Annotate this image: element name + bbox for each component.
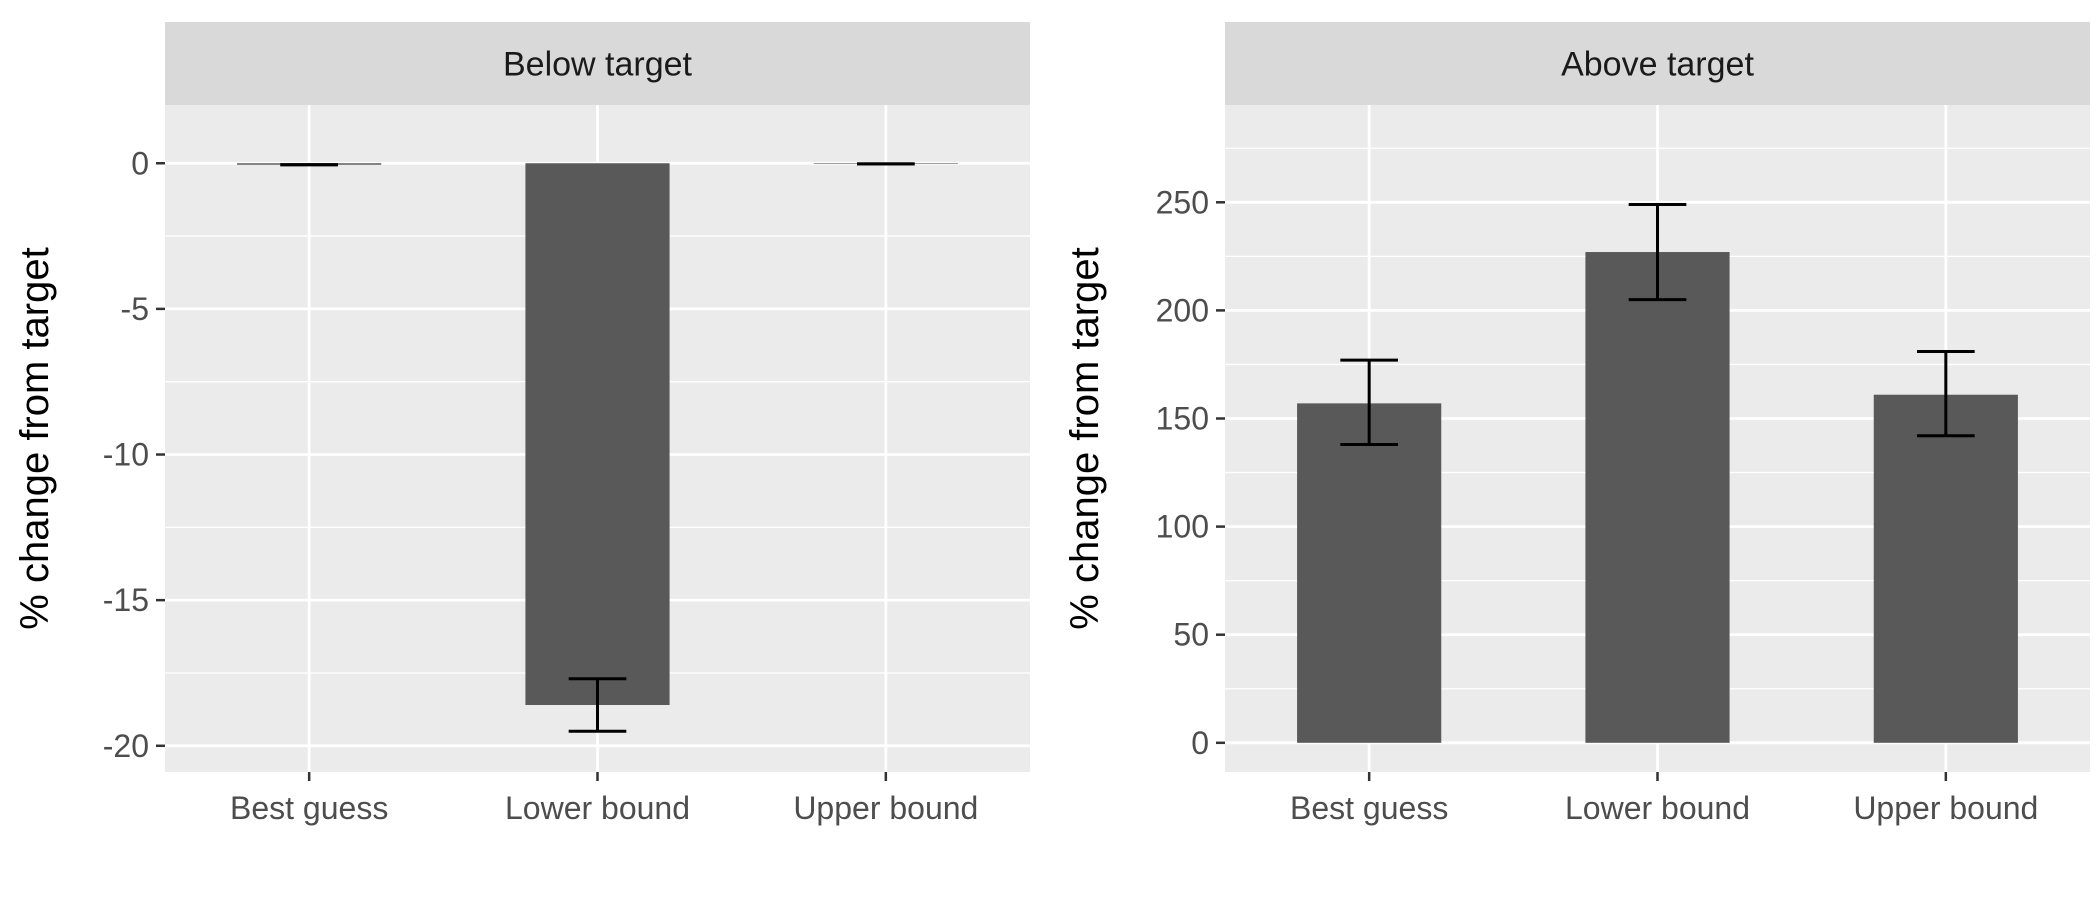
error-bar xyxy=(568,677,627,733)
x-tick-label: Upper bound xyxy=(1853,790,2038,826)
bar xyxy=(1585,252,1730,743)
x-tick-label: Lower bound xyxy=(1565,790,1750,826)
facet-panel-2: Above target 0 50 100 150 200 250 Best guess Low… xyxy=(1063,22,2090,826)
x-tick-label: Upper bound xyxy=(793,790,978,826)
facet-panel-1: Below target 0 -5 -10 -15 -20 Best guess Lower … xyxy=(13,22,1030,826)
bar xyxy=(525,163,670,706)
y-tick-label: 150 xyxy=(1156,401,1209,437)
error-bar xyxy=(1628,202,1687,302)
y-tick-label: -20 xyxy=(103,728,149,764)
y-tick-label: -15 xyxy=(103,582,149,618)
y-tick-label: 50 xyxy=(1173,617,1209,653)
bar xyxy=(1873,394,2018,743)
y-tick-label: 100 xyxy=(1156,509,1209,545)
facet-strip-title: Below target xyxy=(503,46,693,84)
error-bar xyxy=(1917,349,1975,438)
facet-strip xyxy=(165,22,1030,105)
y-tick-label: 250 xyxy=(1156,184,1209,220)
x-tick-label: Lower bound xyxy=(505,790,690,826)
y-tick-label: 0 xyxy=(131,145,149,181)
y-tick-label: -10 xyxy=(103,437,149,473)
facet-strip xyxy=(1225,22,2090,105)
y-tick-label: 200 xyxy=(1156,292,1209,328)
y-tick-label: -5 xyxy=(121,291,149,327)
x-tick-label: Best guess xyxy=(1290,790,1448,826)
error-bar xyxy=(1340,358,1398,446)
bar xyxy=(1297,403,1442,743)
y-axis-title: % change from target xyxy=(13,247,57,629)
y-tick-label: 0 xyxy=(1191,725,1209,761)
y-axis-title: % change from target xyxy=(1063,247,1107,629)
facet-strip-title: Above target xyxy=(1561,46,1754,84)
x-tick-label: Best guess xyxy=(230,790,388,826)
